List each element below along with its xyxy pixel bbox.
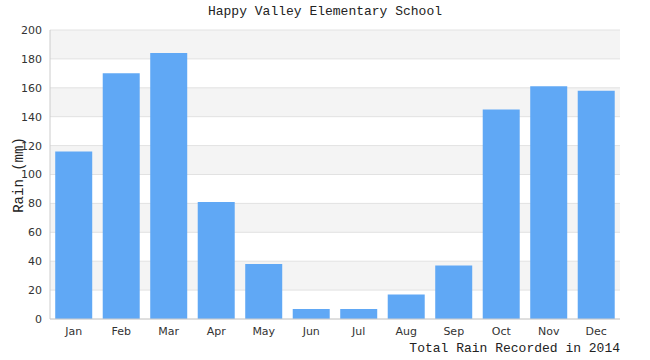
- html-text:Rain (mm): Rain (mm): [11, 137, 27, 213]
- svg-text:May: May: [252, 325, 275, 338]
- svg-text:Mar: Mar: [158, 325, 179, 338]
- svg-text:Sep: Sep: [443, 325, 464, 338]
- svg-text:60: 60: [28, 226, 42, 239]
- svg-text:Feb: Feb: [112, 325, 131, 338]
- svg-text:20: 20: [28, 284, 42, 297]
- svg-text:120: 120: [21, 140, 42, 153]
- svg-text:Apr: Apr: [207, 325, 227, 338]
- svg-text:40: 40: [28, 255, 42, 268]
- svg-text:0: 0: [35, 313, 42, 326]
- svg-text:Jun: Jun: [302, 325, 320, 338]
- svg-text:100: 100: [21, 168, 42, 181]
- svg-text:Jan: Jan: [64, 325, 82, 338]
- html-text:Total Rain Recorded in 2014: Total Rain Recorded in 2014: [409, 341, 620, 356]
- svg-text:200: 200: [21, 24, 42, 37]
- svg-text:Dec: Dec: [586, 325, 607, 338]
- svg-text:160: 160: [21, 82, 42, 95]
- svg-text:180: 180: [21, 53, 42, 66]
- svg-text:Oct: Oct: [492, 325, 512, 338]
- svg-text:80: 80: [28, 197, 42, 210]
- svg-text:140: 140: [21, 111, 42, 124]
- svg-text:Aug: Aug: [396, 325, 417, 338]
- html-text:Happy Valley Elementary School: Happy Valley Elementary School: [208, 4, 442, 19]
- svg-text:Jul: Jul: [351, 325, 365, 338]
- svg-text:Nov: Nov: [538, 325, 560, 338]
